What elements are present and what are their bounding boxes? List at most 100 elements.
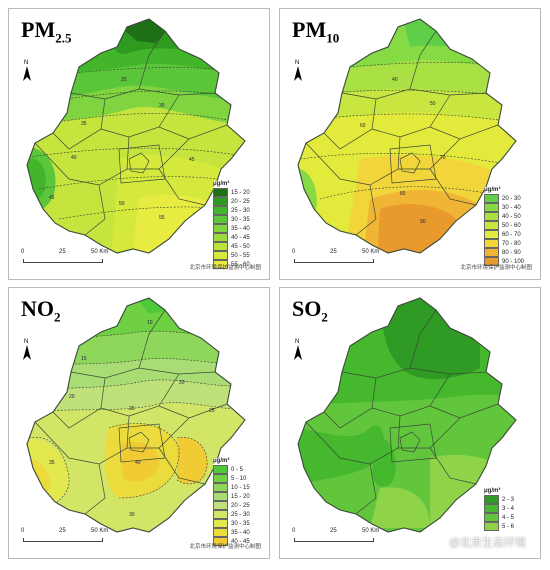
no2-map: 10 15 20 20 25 25 35 40 30 — [26, 297, 246, 533]
svg-text:35: 35 — [81, 121, 87, 127]
no2-map-panel: 10 15 20 20 25 25 35 40 30 NO2 N μg/m³ 0 - 5… — [8, 287, 270, 559]
legend-swatch — [484, 248, 499, 257]
legend-label: 35 - 40 — [231, 529, 250, 536]
so2-map — [297, 297, 517, 533]
pm10-map-panel: 40 50 60 70 80 90 PM10 N μg/m³ 20 - 30 30 -… — [279, 8, 541, 280]
legend-unit: μg/m³ — [213, 181, 230, 187]
svg-text:20: 20 — [179, 380, 185, 386]
legend-label: 15 - 20 — [231, 189, 250, 196]
svg-text:55: 55 — [159, 215, 165, 221]
legend-swatch — [213, 465, 228, 474]
scale-bar: 0 25 50 Km — [19, 249, 111, 271]
watermark: @北京生态环境 — [448, 537, 526, 549]
pm25-map: 35 30 25 40 45 50 55 45 — [26, 18, 246, 254]
legend-swatch — [484, 504, 499, 513]
legend-label: 5 - 6 — [502, 523, 515, 530]
svg-text:30: 30 — [129, 512, 135, 518]
panel-title: SO2 — [292, 296, 328, 325]
legend-label: 30 - 35 — [231, 216, 250, 223]
legend-swatch — [484, 513, 499, 522]
scale-bar: 0 25 50 Km — [19, 528, 111, 550]
legend-swatch — [484, 221, 499, 230]
legend-label: 5 - 10 — [231, 475, 247, 482]
legend-label: 40 - 45 — [231, 234, 250, 241]
legend-label: 30 - 35 — [231, 520, 250, 527]
legend-swatch — [213, 188, 228, 197]
so2-map-panel: SO2 N μg/m³ 2 - 3 3 - 4 4 - 5 5 - 6 0 25… — [279, 287, 541, 559]
svg-text:N: N — [295, 339, 299, 345]
legend-label: 30 - 40 — [502, 204, 521, 211]
legend-label: 15 - 20 — [231, 493, 250, 500]
legend-label: 0 - 5 — [231, 466, 244, 473]
legend-swatch — [484, 257, 499, 266]
legend-swatch — [213, 233, 228, 242]
legend-label: 55 - 60 — [231, 261, 250, 268]
svg-text:30: 30 — [159, 103, 165, 109]
svg-text:60: 60 — [360, 123, 366, 129]
legend-label: 80 - 90 — [502, 249, 521, 256]
panel-title: NO2 — [21, 296, 61, 325]
svg-text:10: 10 — [147, 320, 153, 326]
svg-text:N: N — [24, 60, 28, 66]
legend-swatch — [484, 239, 499, 248]
scale-bar: 0 25 50 Km — [290, 528, 382, 550]
scale-bar: 0 25 50 Km — [290, 249, 382, 271]
pm10-map: 40 50 60 70 80 90 — [297, 18, 517, 254]
legend-swatch — [484, 212, 499, 221]
legend-label: 25 - 30 — [231, 207, 250, 214]
pm10-legend: μg/m³ 20 - 30 30 - 40 40 - 50 50 - 60 60… — [484, 187, 525, 266]
svg-text:25: 25 — [129, 406, 135, 412]
legend-swatch — [213, 224, 228, 233]
svg-text:50: 50 — [119, 201, 125, 207]
legend-label: 90 - 100 — [502, 258, 525, 265]
legend-swatch — [213, 519, 228, 528]
legend-label: 70 - 80 — [502, 240, 521, 247]
legend-swatch — [213, 251, 228, 260]
svg-text:N: N — [295, 60, 299, 66]
legend-label: 50 - 60 — [502, 222, 521, 229]
pm25-legend: μg/m³ 15 - 20 20 - 25 25 - 30 30 - 35 35… — [213, 181, 250, 269]
legend-label: 35 - 40 — [231, 225, 250, 232]
legend-label: 4 - 5 — [502, 514, 515, 521]
svg-text:40: 40 — [135, 460, 141, 466]
legend-label: 60 - 70 — [502, 231, 521, 238]
svg-text:20: 20 — [69, 394, 75, 400]
legend-swatch — [213, 260, 228, 269]
legend-unit: μg/m³ — [484, 187, 501, 193]
legend-unit: μg/m³ — [484, 488, 501, 494]
svg-text:45: 45 — [189, 157, 195, 163]
legend-label: 2 - 3 — [502, 496, 515, 503]
svg-text:80: 80 — [400, 191, 406, 197]
legend-label: 20 - 25 — [231, 502, 250, 509]
legend-label: 20 - 25 — [231, 198, 250, 205]
svg-text:35: 35 — [49, 460, 55, 466]
svg-text:N: N — [24, 339, 28, 345]
legend-swatch — [213, 501, 228, 510]
svg-text:25: 25 — [209, 408, 215, 414]
legend-swatch — [213, 215, 228, 224]
svg-text:25: 25 — [121, 77, 127, 83]
legend-swatch — [213, 206, 228, 215]
legend-label: 25 - 30 — [231, 511, 250, 518]
north-arrow-icon: N — [23, 339, 31, 360]
legend-swatch — [213, 483, 228, 492]
svg-text:40: 40 — [71, 155, 77, 161]
legend-swatch — [213, 537, 228, 546]
panel-title: PM10 — [292, 17, 340, 46]
north-arrow-icon: N — [294, 60, 302, 81]
legend-swatch — [484, 495, 499, 504]
legend-label: 10 - 15 — [231, 484, 250, 491]
north-arrow-icon: N — [23, 60, 31, 81]
legend-swatch — [484, 522, 499, 531]
map-credit: 北京市环境保护监测中心制图 — [460, 265, 532, 271]
legend-swatch — [213, 474, 228, 483]
map-credit: 北京市环境保护监测中心制图 — [189, 265, 261, 271]
no2-legend: μg/m³ 0 - 5 5 - 10 10 - 15 15 - 20 20 - … — [213, 458, 250, 546]
legend-swatch — [213, 528, 228, 537]
north-arrow-icon: N — [294, 339, 302, 360]
legend-swatch — [213, 242, 228, 251]
legend-swatch — [213, 492, 228, 501]
legend-unit: μg/m³ — [213, 458, 230, 464]
pm25-map-panel: 35 30 25 40 45 50 55 45 PM2.5 N μg/m³ 15 - 2… — [8, 8, 270, 280]
svg-text:40: 40 — [392, 77, 398, 83]
